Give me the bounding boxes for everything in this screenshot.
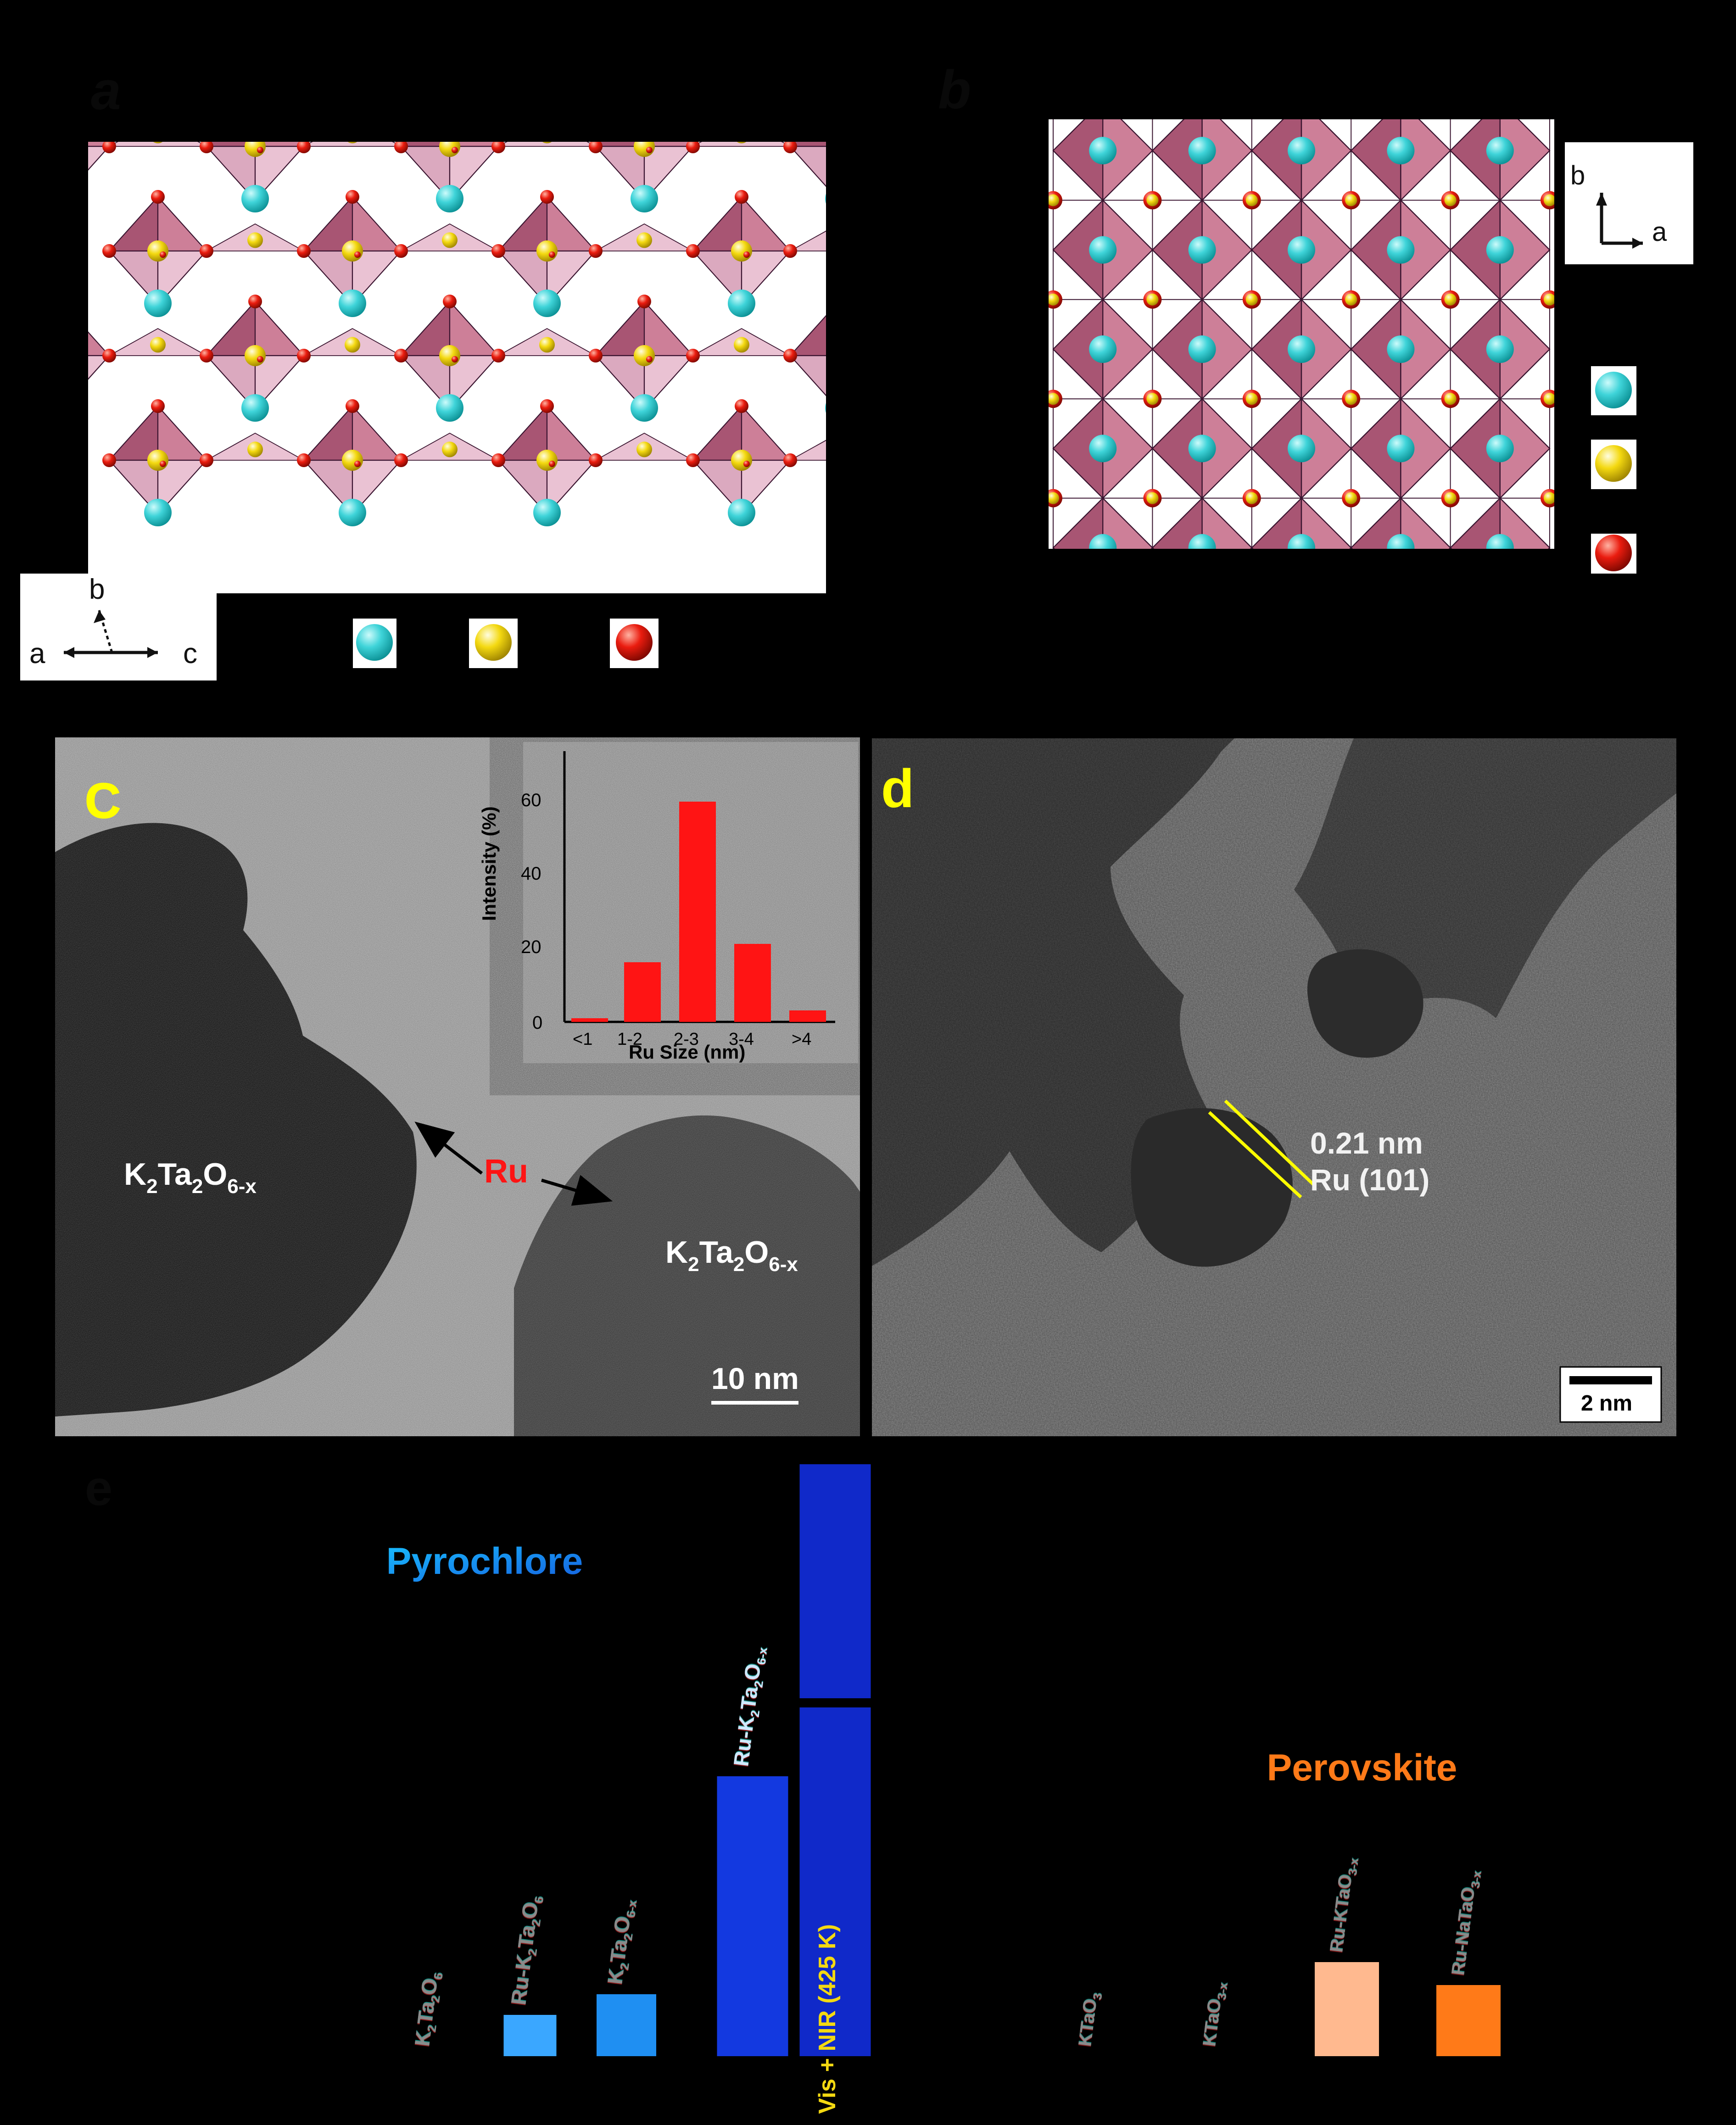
svg-text:b: b (1570, 161, 1585, 190)
svg-text:20: 20 (521, 937, 541, 957)
svg-text:2 nm: 2 nm (1581, 1391, 1632, 1416)
svg-text:a: a (29, 638, 45, 669)
svg-text:<1: <1 (573, 1030, 592, 1049)
svg-text:60: 60 (521, 790, 541, 810)
svg-text:40: 40 (521, 864, 541, 884)
svg-text:>4: >4 (792, 1030, 811, 1049)
svg-text:Pyrochlore: Pyrochlore (386, 1540, 583, 1582)
svg-text:Ru Size (nm): Ru Size (nm) (629, 1041, 745, 1063)
svg-text:d: d (881, 759, 914, 819)
svg-text:Vis + NIR (425 K): Vis + NIR (425 K) (814, 1924, 841, 2114)
svg-text:Intensity (%): Intensity (%) (478, 806, 500, 921)
svg-text:Ru: Ru (484, 1153, 528, 1190)
svg-text:b: b (89, 574, 105, 605)
svg-text:e: e (85, 1460, 112, 1516)
svg-text:Ru (101): Ru (101) (1310, 1163, 1429, 1197)
svg-text:c: c (183, 638, 197, 669)
svg-text:0.21 nm: 0.21 nm (1310, 1126, 1423, 1160)
svg-text:0: 0 (532, 1013, 542, 1033)
svg-text:C: C (85, 773, 121, 828)
svg-text:10 nm: 10 nm (711, 1361, 799, 1395)
svg-text:Perovskite: Perovskite (1267, 1747, 1457, 1789)
svg-text:a: a (1652, 217, 1667, 247)
